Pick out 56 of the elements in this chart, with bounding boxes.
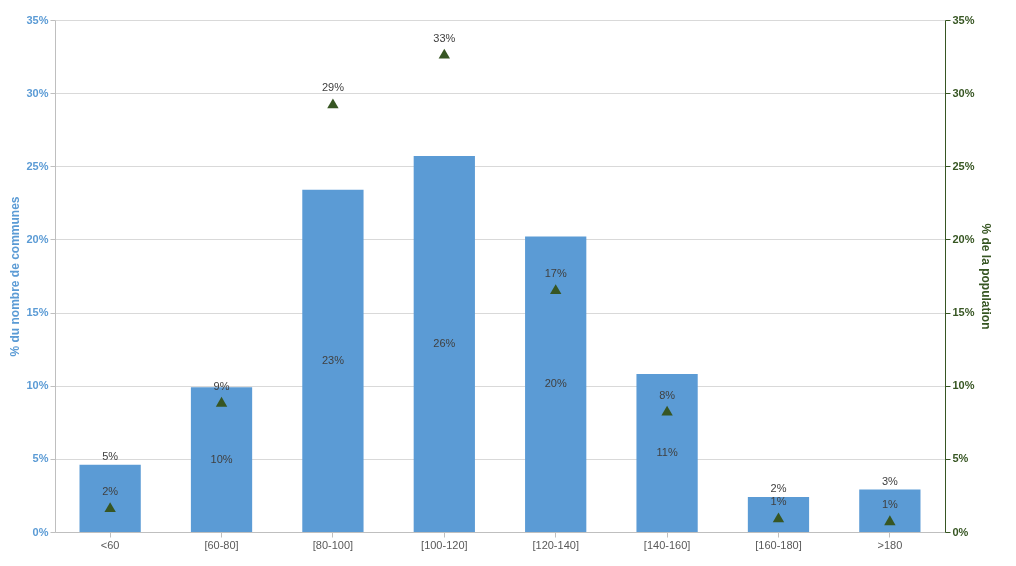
- point: [104, 502, 116, 513]
- y-tick-label: 15%: [26, 306, 49, 319]
- x-tick-label: [80-100]: [312, 538, 354, 551]
- data-label: 3%: [881, 474, 899, 487]
- point: [549, 284, 562, 295]
- data-label: 33%: [433, 31, 456, 44]
- y2-tick-label: 30%: [952, 86, 975, 99]
- point: [215, 396, 228, 407]
- x-tick-label: [160-180]: [755, 538, 802, 551]
- y2-axis-title: % de la population: [978, 223, 993, 330]
- data-label: 11%: [656, 446, 678, 459]
- bar: [859, 489, 921, 532]
- data-label: 5%: [102, 449, 119, 462]
- y2-tick-label: 15%: [952, 306, 975, 319]
- bar: [413, 156, 475, 532]
- y2-tick-label: 5%: [952, 452, 969, 465]
- data-label: 1%: [770, 495, 787, 508]
- bar: [747, 496, 810, 532]
- x-tick-label: [100-120]: [421, 538, 468, 551]
- point: [327, 98, 339, 109]
- data-label: 2%: [770, 481, 787, 494]
- point: [884, 515, 896, 526]
- y2-tick-label: 0%: [952, 525, 969, 538]
- point: [661, 405, 673, 416]
- bar: [636, 374, 698, 532]
- bar: [302, 189, 364, 532]
- data-label: 10%: [210, 452, 233, 465]
- point: [438, 48, 451, 59]
- data-label: 8%: [659, 388, 676, 401]
- bar: [79, 464, 141, 532]
- y-tick-label: 5%: [32, 452, 49, 465]
- data-label: 1%: [881, 498, 899, 511]
- y-tick-label: 30%: [26, 86, 49, 99]
- y2-tick-label: 20%: [952, 232, 975, 245]
- y2-tick-label: 10%: [952, 379, 975, 392]
- y-tick-label: 25%: [26, 159, 49, 172]
- bar: [525, 236, 587, 532]
- y2-tick-label: 25%: [952, 159, 975, 172]
- x-tick-label: [120-140]: [532, 538, 579, 551]
- point: [772, 512, 785, 523]
- y2-tick-label: 35%: [952, 13, 975, 26]
- data-label: 2%: [102, 485, 119, 498]
- data-label: 29%: [321, 81, 345, 94]
- x-tick-label: >180: [877, 538, 903, 551]
- x-tick-label: <60: [100, 538, 120, 551]
- y-axis-title: % du nombre de communes: [8, 196, 23, 357]
- y-tick-label: 0%: [32, 525, 49, 538]
- y-tick-label: 35%: [26, 13, 49, 26]
- x-tick-label: [140-160]: [643, 538, 691, 551]
- data-label: 20%: [544, 377, 567, 390]
- y-tick-label: 10%: [26, 379, 49, 392]
- y-tick-label: 20%: [26, 232, 49, 245]
- data-label: 17%: [544, 267, 567, 280]
- data-label: 26%: [433, 337, 456, 350]
- x-tick-label: [60-80]: [204, 538, 239, 551]
- data-label: 23%: [321, 353, 345, 366]
